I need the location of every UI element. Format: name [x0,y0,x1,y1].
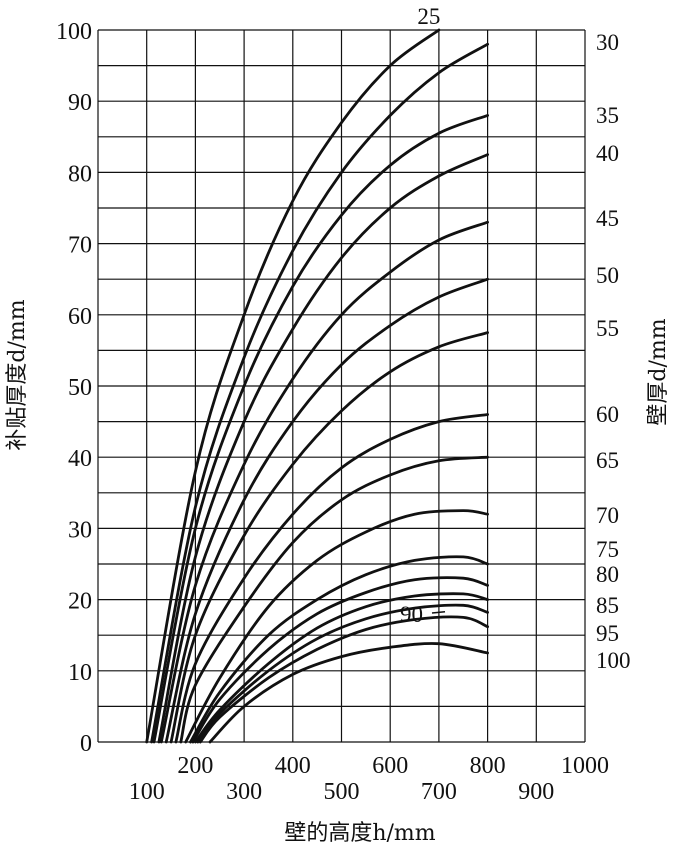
x-tick-label-upper: 400 [275,753,311,779]
curve-label-75: 75 [596,537,619,562]
x-tick-label-upper: 800 [470,753,506,779]
x-tick-label-lower: 500 [324,779,360,805]
curve-wall-45 [159,220,489,744]
x-axis-title: 壁的高度h/mm [284,821,435,846]
x-tick-label-lower: 900 [518,779,554,805]
curve-wall-85 [194,592,489,744]
x-axis-ticks: 200 400 600 800 1000 100 300 500 700 900 [129,753,609,805]
grid-lines [97,29,586,743]
curve-label-35: 35 [596,103,619,128]
y-axis-title: 补贴厚度d/mm [5,299,30,450]
curve-wall-25 [145,28,441,744]
curve-wall-30 [150,42,489,744]
curve-label-40: 40 [596,141,619,166]
curve-label-60: 60 [596,402,619,427]
curve-wall-40 [157,153,489,744]
curve-label-80: 80 [596,562,619,587]
x-tick-label-upper: 200 [177,753,213,779]
x-tick-label-lower: 100 [129,779,165,805]
curve-wall-55 [169,331,489,744]
x-tick-label-upper: 1000 [561,753,609,779]
curve-wall-65 [179,455,489,744]
y-tick-label: 30 [68,517,92,543]
curve-wall-50 [164,277,489,744]
curve-label-50: 50 [596,263,619,288]
curve-wall-70 [184,509,489,744]
y-tick-label: 40 [68,446,92,472]
y-tick-label: 0 [80,731,92,757]
curve-label-90: 90 [400,602,423,627]
curve-label-45: 45 [596,206,619,231]
y-tick-label: 50 [68,375,92,401]
curve-wall-100 [208,642,489,744]
y-axis-ticks: 0 10 20 30 40 50 60 70 80 90 100 [56,19,92,757]
curve-label-85: 85 [596,593,619,618]
curves [145,28,489,744]
curve-wall-80 [191,576,489,744]
curve-label-95: 95 [596,621,619,646]
y2-axis-title: 壁厚d/mm [646,318,671,425]
y-tick-label: 70 [68,233,92,259]
y-tick-label: 60 [68,304,92,330]
curve-label-55: 55 [596,316,619,341]
curve-wall-35 [152,114,489,744]
curve-label-30: 30 [596,30,619,55]
curve-label-70: 70 [596,503,619,528]
curve-label-90-leader [431,610,446,614]
curve-label-65: 65 [596,448,619,473]
x-tick-label-upper: 600 [372,753,408,779]
curve-wall-90 [196,603,489,744]
curve-wall-95 [198,615,489,744]
y-tick-label: 80 [68,161,92,187]
y-tick-label: 10 [68,660,92,686]
y-tick-label: 100 [56,19,92,45]
x-tick-label-lower: 300 [226,779,262,805]
curve-label-25: 25 [417,4,440,29]
curve-wall-75 [189,555,489,744]
curve-label-100: 100 [596,648,631,673]
y-tick-label: 90 [68,90,92,116]
y-tick-label: 20 [68,589,92,615]
x-tick-label-lower: 700 [421,779,457,805]
curve-wall-60 [174,413,489,744]
